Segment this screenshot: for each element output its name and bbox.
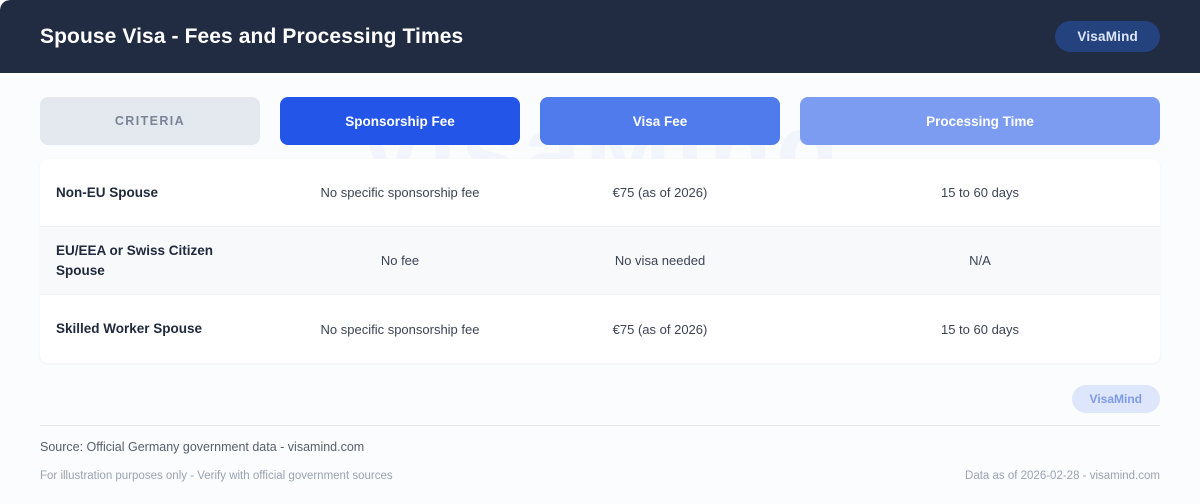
footer-badge-row: VisaMind	[40, 363, 1160, 425]
disclaimer-text: For illustration purposes only - Verify …	[40, 470, 393, 482]
footer: VisaMind Source: Official Germany govern…	[0, 363, 1200, 482]
column-header-processing-time: Processing Time	[800, 97, 1160, 145]
column-header-visa-fee: Visa Fee	[540, 97, 780, 145]
row-processing-time: N/A	[969, 253, 991, 268]
comparison-table: CRITERIA Sponsorship Fee Visa Fee Proces…	[0, 73, 1200, 363]
row-processing-time: 15 to 60 days	[940, 185, 1020, 200]
header-bar: Spouse Visa - Fees and Processing Times …	[0, 0, 1200, 73]
column-header-sponsorship-fee: Sponsorship Fee	[280, 97, 520, 145]
footer-divider	[40, 425, 1160, 426]
row-criteria-label: Non-EU Spouse	[56, 184, 159, 200]
column-header-criteria: CRITERIA	[40, 97, 260, 145]
page-title: Spouse Visa - Fees and Processing Times	[40, 24, 464, 48]
row-sponsorship-fee: No specific sponsorship fee	[320, 321, 480, 337]
row-sponsorship-fee: No fee	[380, 253, 420, 268]
table-row: Non-EU Spouse No specific sponsorship fe…	[40, 159, 1160, 227]
row-visa-fee: No visa needed	[614, 253, 706, 268]
row-processing-time: 15 to 60 days	[940, 321, 1020, 337]
brand-badge: VisaMind	[1055, 21, 1160, 52]
table-row: EU/EEA or Swiss Citizen Spouse No fee No…	[40, 227, 1160, 295]
source-text: Source: Official Germany government data…	[40, 440, 365, 454]
table-row: Skilled Worker Spouse No specific sponso…	[40, 295, 1160, 363]
table-body: Non-EU Spouse No specific sponsorship fe…	[40, 159, 1160, 363]
footer-bottom-row: For illustration purposes only - Verify …	[40, 454, 1160, 482]
data-as-of-text: Data as of 2026-02-28 - visamind.com	[965, 470, 1160, 482]
row-criteria-label: Skilled Worker Spouse	[56, 321, 203, 337]
row-visa-fee: €75 (as of 2026)	[612, 185, 708, 200]
row-criteria-label: EU/EEA or Swiss Citizen Spouse	[56, 242, 214, 278]
row-sponsorship-fee: No specific sponsorship fee	[320, 185, 480, 200]
row-visa-fee: €75 (as of 2026)	[612, 321, 708, 337]
table-header-row: CRITERIA Sponsorship Fee Visa Fee Proces…	[40, 97, 1160, 145]
footer-brand-badge: VisaMind	[1071, 385, 1160, 413]
